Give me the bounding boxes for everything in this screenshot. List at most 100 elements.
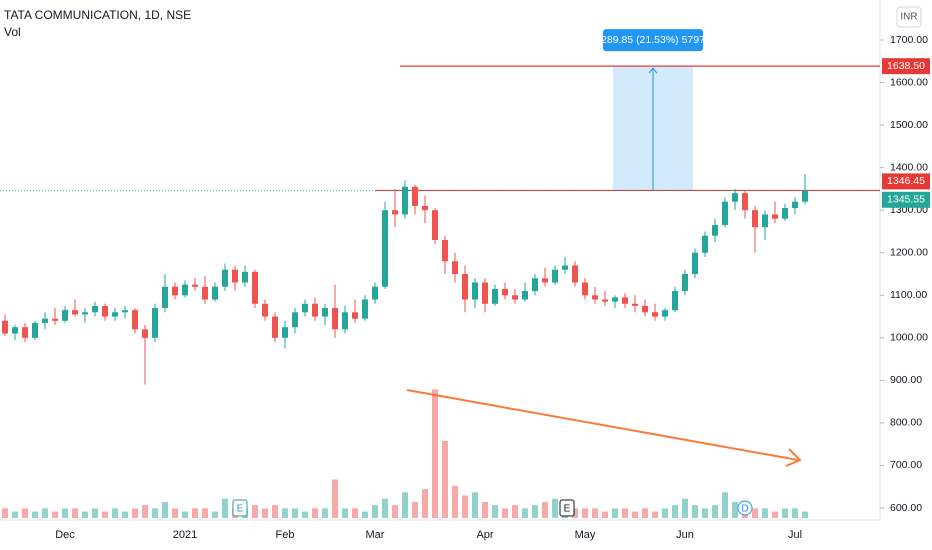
volume-bar <box>762 508 768 518</box>
y-tick-label: 1100.00 <box>890 289 927 301</box>
volume-bar <box>422 489 428 518</box>
y-tick-label: 700.00 <box>890 459 922 471</box>
candle-body <box>672 291 678 311</box>
candle-body <box>62 310 68 321</box>
volume-bar <box>622 508 628 518</box>
candle-body <box>772 214 778 219</box>
volume-bar <box>92 508 98 518</box>
candle-body <box>502 288 508 296</box>
candle-body <box>802 190 808 202</box>
volume-bar <box>472 492 478 518</box>
candle-body <box>232 269 238 283</box>
currency[interactable]: INR <box>900 12 917 23</box>
candle-body <box>592 295 598 300</box>
candle-body <box>492 288 498 304</box>
volume-bar <box>642 508 648 518</box>
price-tag-label: 1346.45 <box>887 175 925 187</box>
candle-body <box>52 318 58 321</box>
volume-bar <box>772 511 778 518</box>
volume-bar <box>112 508 118 518</box>
volume-bar <box>22 508 28 518</box>
event-marker[interactable]: D <box>737 500 753 516</box>
x-tick-label: 2021 <box>173 529 197 541</box>
candle-body <box>532 278 538 292</box>
candle-body <box>152 308 158 338</box>
event-label: E <box>237 504 244 515</box>
volume-bar <box>572 508 578 518</box>
measure-label-box <box>603 29 703 52</box>
candle-body <box>422 205 428 211</box>
x-tick-label: Feb <box>276 529 295 541</box>
candle-body <box>602 299 608 302</box>
event-marker[interactable]: E <box>232 499 248 517</box>
candle-body <box>372 286 378 300</box>
candle-body <box>162 286 168 309</box>
candle-body <box>482 282 488 304</box>
candle-body <box>392 210 398 215</box>
volume-bar <box>392 505 398 518</box>
volume-bar <box>672 505 678 518</box>
price-tag-label: 1638.50 <box>887 60 925 72</box>
candle-body <box>102 305 108 317</box>
trend-arrow-head <box>785 448 802 467</box>
volume-bar <box>212 511 218 518</box>
x-tick-label: Jun <box>676 529 694 541</box>
volume-bar <box>102 511 108 518</box>
volume-bar <box>182 511 188 518</box>
candle-body <box>522 291 528 300</box>
currency-box[interactable] <box>896 6 922 28</box>
candle-body <box>542 278 548 283</box>
volume-bar <box>2 508 8 518</box>
candle-body <box>682 273 688 292</box>
volume-bar <box>192 508 198 518</box>
price-tag <box>882 173 930 190</box>
candle-body <box>702 235 708 253</box>
volume-bar <box>512 505 518 518</box>
candle-body <box>732 193 738 202</box>
candle-body <box>252 271 258 304</box>
candle-body <box>452 261 458 274</box>
candle-body <box>242 271 248 283</box>
candle-body <box>212 286 218 300</box>
event-marker[interactable]: E <box>559 499 575 517</box>
event-badge <box>232 499 248 517</box>
trend-arrow <box>406 389 799 461</box>
y-tick-label: 1400.00 <box>890 161 928 173</box>
x-tick-label: Apr <box>476 529 493 541</box>
candle-body <box>302 303 308 313</box>
volume-bar <box>792 508 798 518</box>
candle-body <box>352 312 358 319</box>
candle-body <box>322 308 328 317</box>
volume-bar <box>352 508 358 518</box>
candle-body <box>762 214 768 228</box>
candle-body <box>562 265 568 270</box>
volume-bar <box>172 508 178 518</box>
volume-bar <box>662 508 668 518</box>
volume-bar <box>282 508 288 518</box>
volume-bar <box>32 511 38 518</box>
y-tick-label: 800.00 <box>890 417 922 429</box>
candle-body <box>92 305 98 313</box>
volume-bar <box>632 511 638 518</box>
candle-body <box>782 208 788 219</box>
candle-body <box>32 322 38 338</box>
volume-bar <box>522 508 528 518</box>
volume-bar <box>62 508 68 518</box>
candle-body <box>582 282 588 296</box>
candle-body <box>612 297 618 302</box>
volume-bar <box>312 508 318 518</box>
event-label: E <box>564 504 571 515</box>
candle-body <box>632 303 638 306</box>
candle-body <box>442 239 448 262</box>
candle-body <box>462 273 468 300</box>
volume-bar <box>592 508 598 518</box>
volume-bar <box>732 501 738 518</box>
candle-body <box>742 193 748 211</box>
volume-bar <box>12 511 18 518</box>
volume-bar <box>142 505 148 518</box>
candle-body <box>722 201 728 226</box>
candle-body <box>432 210 438 240</box>
candle-body <box>272 316 278 338</box>
volume-bar <box>712 505 718 518</box>
y-tick-label: 1600.00 <box>890 76 928 88</box>
